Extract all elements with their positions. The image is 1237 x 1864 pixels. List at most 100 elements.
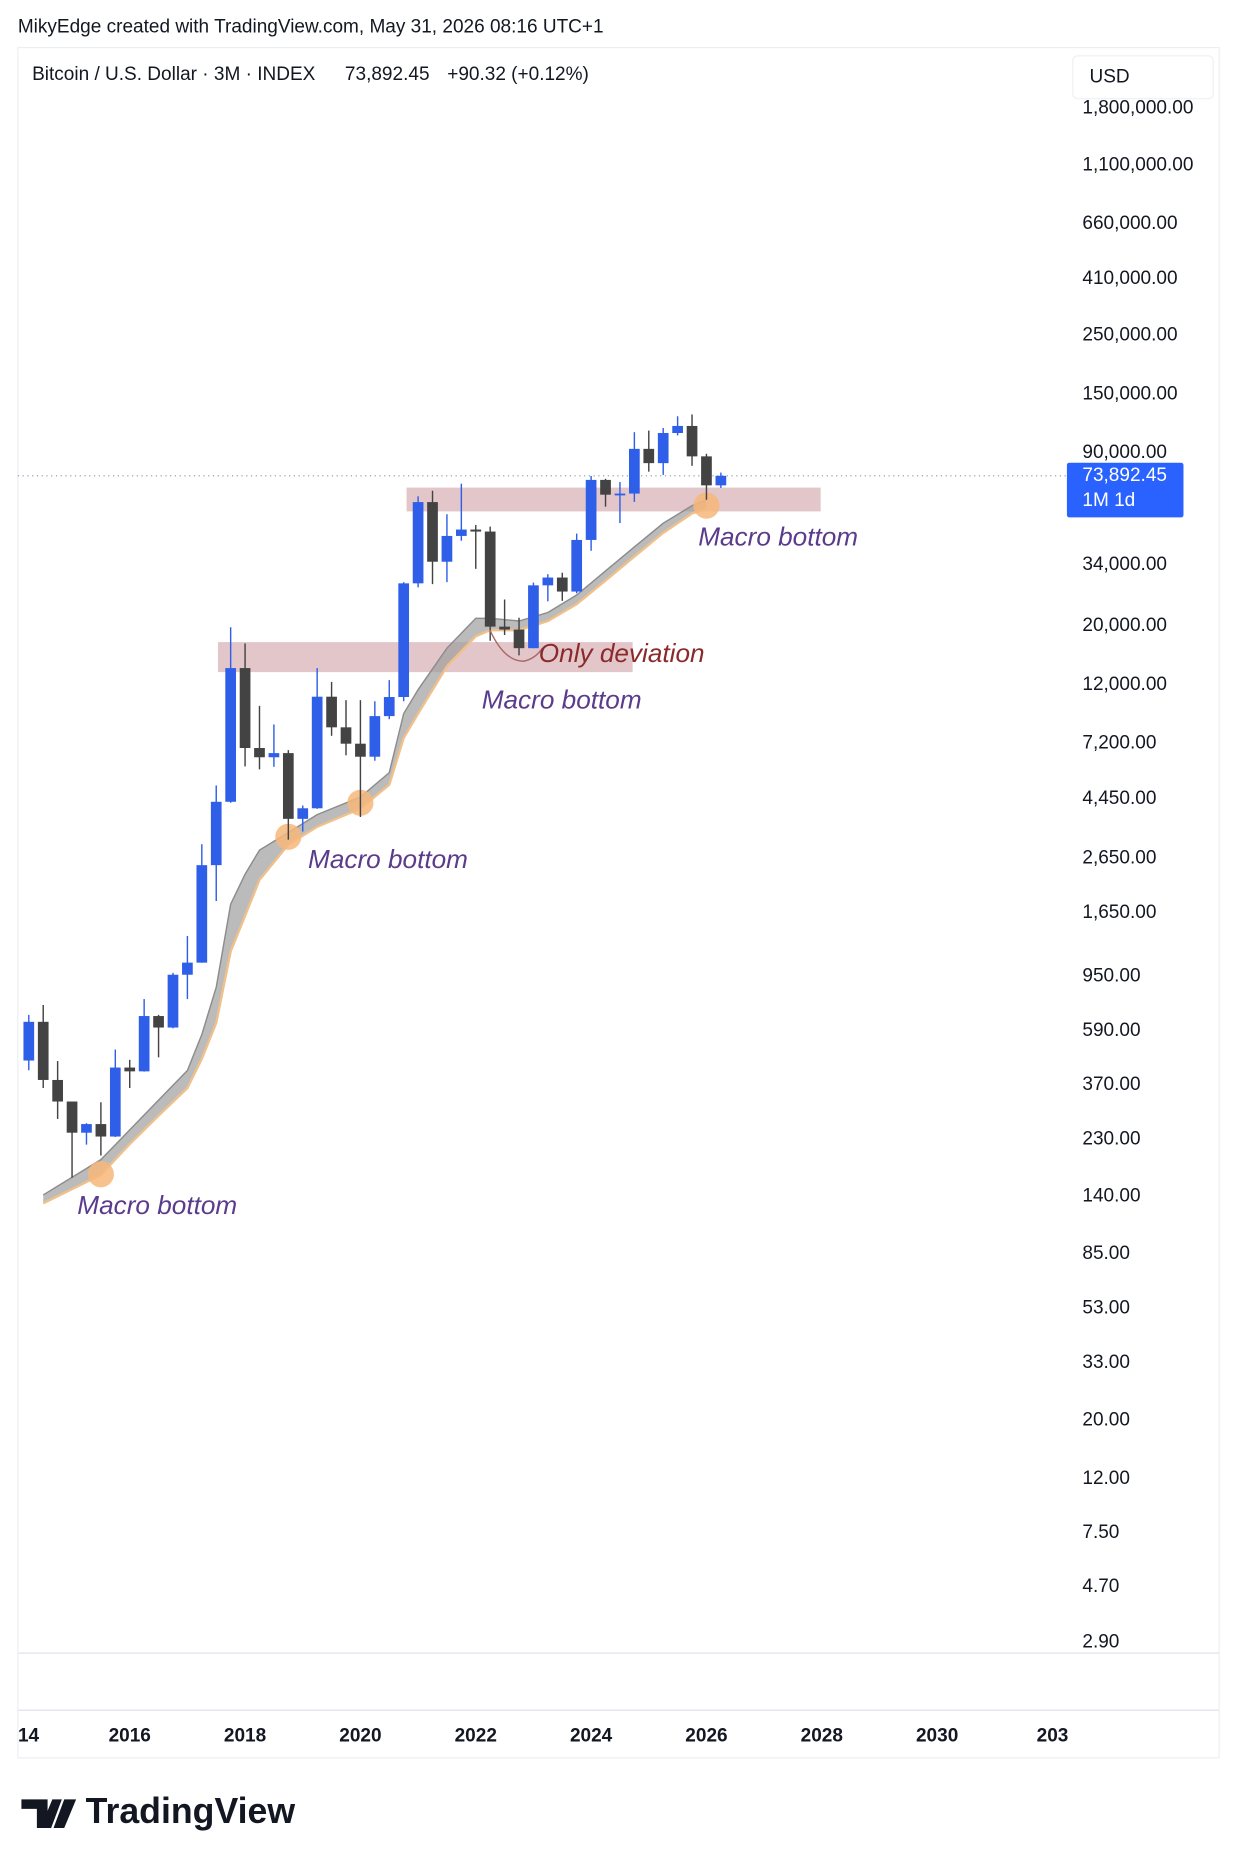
candle-body [672,425,683,434]
x-tick-label: 2020 [339,1725,381,1746]
candle-body [254,748,265,758]
candle-body [542,577,554,586]
countdown: 1M 1d [1082,490,1135,511]
x-tick-label: 2026 [685,1725,727,1746]
y-tick-label: 150,000.00 [1082,383,1177,404]
brand: TradingView [86,1791,296,1831]
candle-body [643,448,655,464]
zone [406,487,821,512]
annotation: Macro bottom [308,844,468,874]
candle-body [398,583,410,698]
candle-body [52,1079,63,1102]
y-tick-label: 230.00 [1082,1129,1140,1150]
candle-body [484,531,496,627]
y-tick-label: 53.00 [1082,1297,1130,1318]
x-tick-label: 2016 [109,1725,151,1746]
y-tick-label: 90,000.00 [1082,442,1167,463]
candle-body [701,456,712,486]
y-tick-label: 34,000.00 [1082,554,1167,575]
candle-body [182,962,193,975]
candle-body [412,502,424,584]
y-tick-label: 20.00 [1082,1409,1130,1430]
y-tick-label: 12.00 [1082,1468,1130,1489]
y-tick-label: 20,000.00 [1082,615,1167,636]
y-tick-label: 4.70 [1082,1576,1119,1597]
candle-body [297,808,309,819]
candle-body [239,668,251,749]
candle-body [124,1067,136,1072]
symbol-legend: Bitcoin / U.S. Dollar · 3M · INDEX 73,89… [32,64,589,85]
y-tick-label: 1,800,000.00 [1082,98,1193,119]
candle-body [109,1067,121,1137]
last-price-box [1066,462,1184,518]
attribution: MikyEdge created with TradingView.com, M… [18,16,604,37]
candle-body [196,865,208,963]
y-tick-label: 7.50 [1082,1522,1119,1543]
annotation: Macro bottom [698,522,858,552]
x-tick-label: 2028 [801,1725,843,1746]
currency[interactable]: USD [1090,66,1130,87]
y-tick-label: 7,200.00 [1082,733,1156,754]
y-tick-label: 12,000.00 [1082,674,1167,695]
annotation: Macro bottom [77,1190,237,1220]
y-tick-label: 410,000.00 [1082,268,1177,289]
annotation: Macro bottom [482,685,642,715]
x-tick-label: 2018 [224,1725,266,1746]
candle-body [455,529,467,536]
axes: 1,800,000.00 1,100,000.00 660,000.00 410,00… [18,98,1193,1747]
y-tick-label: 1,650.00 [1082,902,1156,923]
y-tick-label: 590.00 [1082,1020,1140,1041]
zone [217,642,633,673]
candle-body [614,493,626,496]
candle-body [629,448,640,494]
y-tick-label: 250,000.00 [1082,325,1177,346]
candle-body [95,1124,107,1137]
candle-body [355,743,366,757]
y-tick-label: 660,000.00 [1082,213,1177,234]
logo: TradingView [21,1791,295,1831]
x-tick-label: 203 [1037,1725,1069,1746]
candle-body [340,727,352,744]
candle-body [470,529,482,532]
candle-body [715,475,727,486]
candle-body [81,1124,92,1133]
x-tick-label: 2022 [455,1725,497,1746]
y-tick-label: 85.00 [1082,1243,1130,1264]
candle-body [441,535,453,562]
candle-body [427,502,438,562]
highlight [693,492,720,519]
candle-body [268,753,280,758]
deviation-curve [489,630,543,662]
candle-body [585,479,597,540]
ribbon-lower [42,508,707,1205]
last-price-label: 73,892.45 [1082,465,1167,486]
logo-mark [21,1799,77,1828]
candle-body [167,974,179,1028]
price: 73,892.45 [345,64,430,85]
candle-body [499,626,510,630]
candle-body [23,1021,35,1061]
x-tick-label: 14 [18,1725,40,1746]
x-tick-label: 2030 [916,1725,958,1746]
y-tick-label: 2.90 [1082,1631,1119,1652]
symbol: Bitcoin / U.S. Dollar · 3M · INDEX [32,64,316,85]
candle-body [383,697,395,717]
y-tick-label: 950.00 [1082,965,1140,986]
candle-body [326,696,337,728]
currency-button[interactable] [1072,55,1214,100]
ribbon-fill [43,499,707,1204]
change: +90.32 (+0.12%) [447,64,589,85]
candle-body [225,668,237,802]
y-tick-label: 140.00 [1082,1186,1140,1207]
candle-body [686,425,698,457]
candle-body [513,629,525,649]
annotation: Only deviation [539,638,705,668]
ribbon-upper [42,499,707,1196]
y-tick-label: 2,650.00 [1082,847,1156,868]
candle-body [282,753,294,819]
candle-body [528,585,539,649]
candle-body [138,1016,150,1072]
candle-body [66,1101,78,1133]
